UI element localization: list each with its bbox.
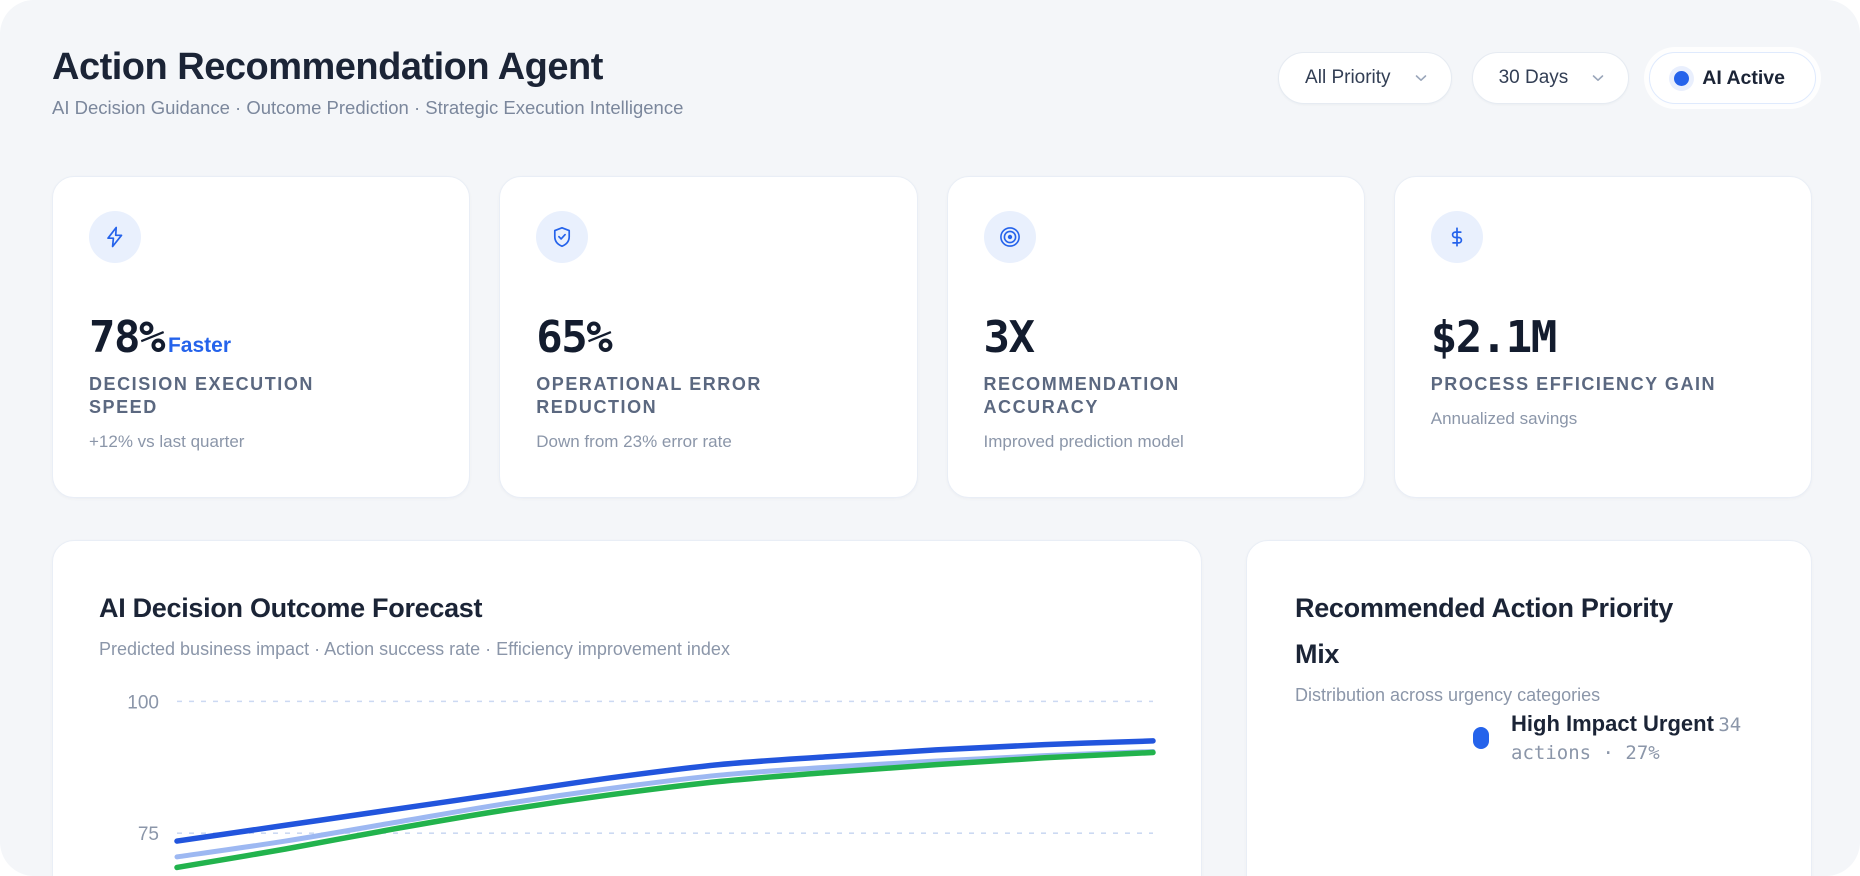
- status-badge-label: AI Active: [1702, 66, 1785, 89]
- kpi-value-row: 78% Faster: [89, 313, 433, 363]
- dollar-icon: [1430, 211, 1483, 263]
- mix-panel-subtitle: Distribution across urgency categories: [1295, 685, 1601, 705]
- chart-series-line: [174, 749, 1156, 871]
- header-controls: All Priority 30 Days AI Active: [1278, 52, 1816, 104]
- legend-color-swatch: [1473, 727, 1489, 749]
- page-title: Action Recommendation Agent: [52, 46, 603, 88]
- kpi-note: Down from 23% error rate: [536, 432, 732, 451]
- timerange-filter-dropdown[interactable]: 30 Days: [1471, 52, 1630, 104]
- kpi-label: OPERATIONAL ERROR REDUCTION: [536, 374, 762, 417]
- kpi-note: Annualized savings: [1430, 409, 1578, 428]
- priority-filter-dropdown[interactable]: All Priority: [1278, 52, 1452, 104]
- kpi-value: 78%: [89, 312, 165, 363]
- chart-y-tick-label: 100: [127, 692, 159, 713]
- kpi-card-row: 78% Faster DECISION EXECUTION SPEED +12%…: [52, 176, 1812, 498]
- kpi-label: PROCESS EFFICIENCY GAIN: [1430, 374, 1717, 394]
- timerange-filter-label: 30 Days: [1498, 67, 1569, 88]
- kpi-note: +12% vs last quarter: [89, 432, 245, 451]
- legend-item-name: High Impact Urgent: [1511, 711, 1714, 736]
- header-titles: Action Recommendation Agent AI Decision …: [52, 44, 683, 120]
- kpi-value: $2.1M: [1430, 312, 1557, 363]
- legend-item[interactable]: High Impact Urgent 34 actions · 27%: [1473, 709, 1803, 767]
- kpi-note: Improved prediction model: [983, 432, 1184, 451]
- kpi-label: DECISION EXECUTION SPEED: [89, 374, 314, 417]
- kpi-card-process-efficiency-gain[interactable]: $2.1M PROCESS EFFICIENCY GAIN Annualized…: [1393, 176, 1812, 498]
- kpi-card-recommendation-accuracy[interactable]: 3X RECOMMENDATION ACCURACY Improved pred…: [946, 176, 1365, 498]
- panel-row: AI Decision Outcome Forecast Predicted b…: [52, 540, 1812, 876]
- kpi-value: 65%: [536, 312, 612, 363]
- priority-filter-label: All Priority: [1305, 67, 1391, 88]
- priority-mix-legend: High Impact Urgent 34 actions · 27%: [1473, 709, 1803, 767]
- chevron-down-icon: [1413, 70, 1429, 86]
- outcome-forecast-chart: 75 100: [99, 659, 1159, 876]
- chart-y-tick-label: 75: [138, 824, 159, 845]
- priority-mix-panel: Recommended Action Priority Mix Distribu…: [1246, 540, 1812, 876]
- kpi-card-operational-error-reduction[interactable]: 65% OPERATIONAL ERROR REDUCTION Down fro…: [499, 176, 918, 498]
- kpi-card-decision-execution-speed[interactable]: 78% Faster DECISION EXECUTION SPEED +12%…: [52, 176, 471, 498]
- forecast-panel-subtitle: Predicted business impact · Action succe…: [99, 639, 730, 659]
- shield-check-icon: [536, 211, 589, 263]
- legend-text: High Impact Urgent 34 actions · 27%: [1511, 709, 1803, 767]
- kpi-label: RECOMMENDATION ACCURACY: [983, 374, 1180, 417]
- ai-active-status-badge[interactable]: AI Active: [1649, 52, 1816, 104]
- forecast-panel: AI Decision Outcome Forecast Predicted b…: [52, 540, 1202, 876]
- chart-series-line: [174, 738, 1156, 844]
- kpi-value-row: 3X: [984, 313, 1328, 363]
- kpi-value-suffix: Faster: [167, 334, 232, 357]
- page-subtitle: AI Decision Guidance · Outcome Predictio…: [52, 97, 684, 118]
- page-header: Action Recommendation Agent AI Decision …: [52, 44, 1816, 124]
- kpi-value-row: $2.1M: [1431, 313, 1775, 363]
- kpi-value: 3X: [983, 312, 1035, 363]
- bolt-icon: [89, 211, 141, 263]
- kpi-value-row: 65%: [536, 313, 880, 363]
- legend-item-meta: 34 actions · 27%: [1511, 714, 1742, 764]
- chart-series-line: [174, 748, 1156, 860]
- status-dot-icon: [1674, 70, 1690, 86]
- chevron-down-icon: [1590, 70, 1606, 86]
- forecast-panel-title: AI Decision Outcome Forecast: [99, 593, 483, 623]
- target-icon: [983, 211, 1036, 263]
- mix-panel-title: Recommended Action Priority Mix: [1295, 593, 1673, 669]
